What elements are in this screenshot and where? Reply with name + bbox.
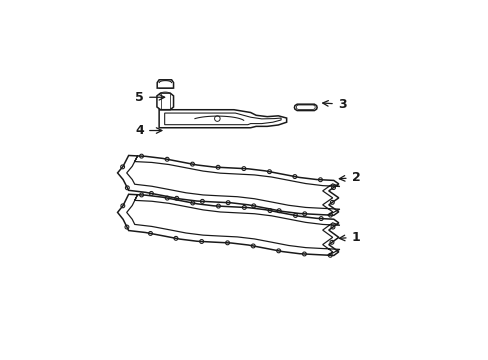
Text: 4: 4 — [135, 124, 162, 137]
Text: 1: 1 — [339, 231, 360, 244]
Text: 5: 5 — [135, 91, 164, 104]
Text: 3: 3 — [322, 98, 346, 111]
Text: 2: 2 — [339, 171, 360, 184]
